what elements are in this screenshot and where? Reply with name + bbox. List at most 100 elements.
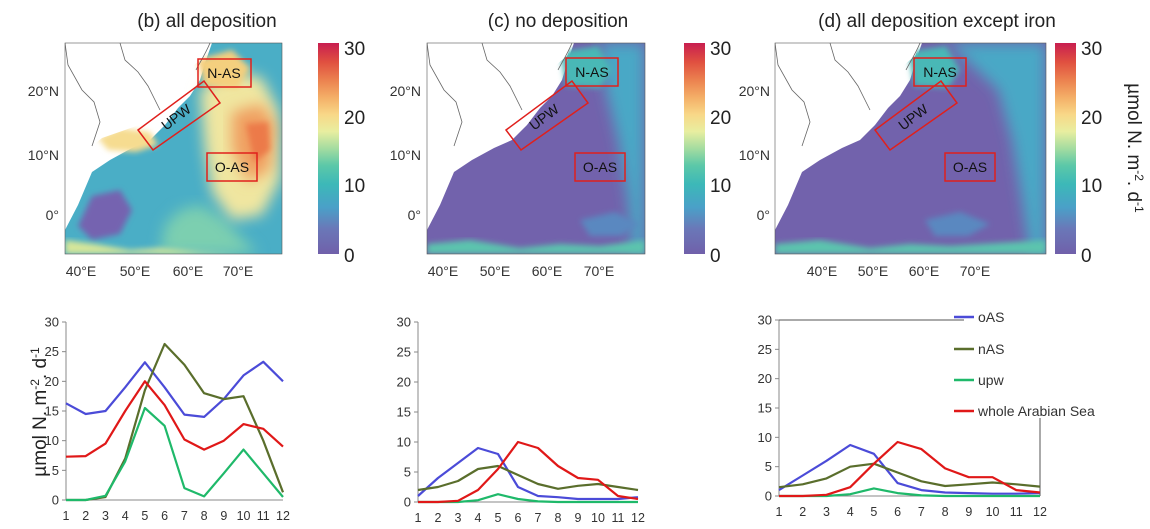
legend-label: nAS xyxy=(978,341,1004,357)
x-tick-label: 1 xyxy=(63,509,70,523)
x-tick-label: 1 xyxy=(776,505,783,519)
x-tick-label: 8 xyxy=(555,511,562,525)
colorbar xyxy=(684,43,705,254)
lon-label: 60°E xyxy=(532,263,563,279)
region-box-upw xyxy=(873,79,959,152)
y-tick-label: 5 xyxy=(52,463,59,478)
x-tick-label: 11 xyxy=(612,511,625,525)
x-tick-label: 5 xyxy=(870,505,877,519)
colorbar xyxy=(1055,43,1076,254)
y-tick-label: 15 xyxy=(758,401,772,416)
legend: oAS nAS upw whole Arabian Sea xyxy=(954,309,1095,419)
line-y-axis-label: µmol N. m-2. d-1 xyxy=(28,347,51,477)
series-line-whole-arabian-sea xyxy=(65,380,284,458)
y-tick-label: 30 xyxy=(45,315,59,330)
lon-label: 40°E xyxy=(428,263,459,279)
lon-label: 70°E xyxy=(584,263,615,279)
lon-label: 70°E xyxy=(960,263,991,279)
series-line-nas xyxy=(417,464,639,492)
region-label-oas: O-AS xyxy=(953,159,987,175)
colorbar-tick: 20 xyxy=(710,108,731,129)
y-tick-label: 30 xyxy=(397,315,411,330)
y-tick-label: 10 xyxy=(45,433,59,448)
y-tick-label: 20 xyxy=(397,375,411,390)
region-label-oas: O-AS xyxy=(215,159,249,175)
map-field xyxy=(65,43,282,254)
x-tick-label: 11 xyxy=(257,509,270,523)
region-box-oas xyxy=(944,152,996,182)
series-line-upw xyxy=(66,406,284,502)
x-tick-label: 2 xyxy=(799,505,806,519)
legend-label: upw xyxy=(978,372,1005,388)
x-tick-label: 7 xyxy=(181,509,188,523)
colorbar-tick: 10 xyxy=(710,176,731,197)
map-field xyxy=(775,43,1046,254)
y-tick-label: 25 xyxy=(397,345,411,360)
y-tick-label: 25 xyxy=(45,344,59,359)
x-tick-label: 9 xyxy=(965,505,972,519)
x-tick-label: 5 xyxy=(495,511,502,525)
y-tick-label: 15 xyxy=(397,405,411,420)
x-tick-label: 4 xyxy=(122,509,129,523)
region-box-nas xyxy=(197,58,252,88)
lon-label: 60°E xyxy=(173,263,204,279)
region-box-oas xyxy=(574,152,626,182)
y-tick-label: 0 xyxy=(765,489,772,504)
x-tick-label: 10 xyxy=(237,509,251,523)
y-tick-label: 25 xyxy=(758,342,772,357)
colorbar-tick: 0 xyxy=(710,246,721,267)
x-tick-label: 8 xyxy=(942,505,949,519)
x-tick-label: 5 xyxy=(141,509,148,523)
x-tick-label: 7 xyxy=(918,505,925,519)
series-line-oas xyxy=(65,360,284,418)
colorbar-tick: 30 xyxy=(710,39,731,60)
lat-label: 0° xyxy=(757,207,770,223)
x-tick-label: 9 xyxy=(575,511,582,525)
map-title: (d) all deposition except iron xyxy=(818,11,1056,32)
lat-label: 20°N xyxy=(28,83,59,99)
map-panel-no-deposition: (c) no deposition N-AS UPW O-AS 20°N 10°… xyxy=(390,11,731,279)
colorbar-tick: 30 xyxy=(1081,39,1102,60)
lon-label: 60°E xyxy=(909,263,940,279)
x-tick-label: 10 xyxy=(986,505,1000,519)
colorbar xyxy=(318,43,339,254)
lat-label: 10°N xyxy=(28,147,59,163)
x-tick-label: 9 xyxy=(220,509,227,523)
legend-label: oAS xyxy=(978,309,1004,325)
x-tick-label: 12 xyxy=(276,509,290,523)
map-panel-all-deposition-except-iron: (d) all deposition except iron N-AS UPW … xyxy=(739,11,1146,279)
lon-label: 40°E xyxy=(807,263,838,279)
x-tick-label: 4 xyxy=(847,505,854,519)
y-tick-label: 5 xyxy=(765,459,772,474)
y-tick-label: 30 xyxy=(758,313,772,328)
x-tick-label: 12 xyxy=(1033,505,1047,519)
region-box-oas xyxy=(206,152,258,182)
region-box-nas xyxy=(913,57,967,87)
x-tick-label: 3 xyxy=(102,509,109,523)
colorbar-tick: 10 xyxy=(344,176,365,197)
y-tick-label: 20 xyxy=(758,371,772,386)
region-box-upw xyxy=(136,79,222,152)
series-line-whole-arabian-sea xyxy=(418,440,639,504)
x-tick-label: 3 xyxy=(455,511,462,525)
lon-label: 50°E xyxy=(120,263,151,279)
series-line-oas xyxy=(417,446,639,501)
lat-label: 20°N xyxy=(739,83,770,99)
x-tick-label: 12 xyxy=(631,511,645,525)
colorbar-tick: 0 xyxy=(344,246,355,267)
map-title: (c) no deposition xyxy=(488,11,628,32)
colorbar-tick: 0 xyxy=(1081,246,1092,267)
map-field xyxy=(427,43,645,254)
lon-label: 50°E xyxy=(858,263,889,279)
x-tick-label: 2 xyxy=(435,511,442,525)
x-tick-label: 7 xyxy=(535,511,542,525)
lon-label: 70°E xyxy=(223,263,254,279)
region-box-upw xyxy=(504,79,590,152)
x-tick-label: 8 xyxy=(201,509,208,523)
series-line-oas xyxy=(778,443,1041,495)
series-line-whole-arabian-sea xyxy=(779,440,1041,498)
y-tick-label: 0 xyxy=(404,495,411,510)
